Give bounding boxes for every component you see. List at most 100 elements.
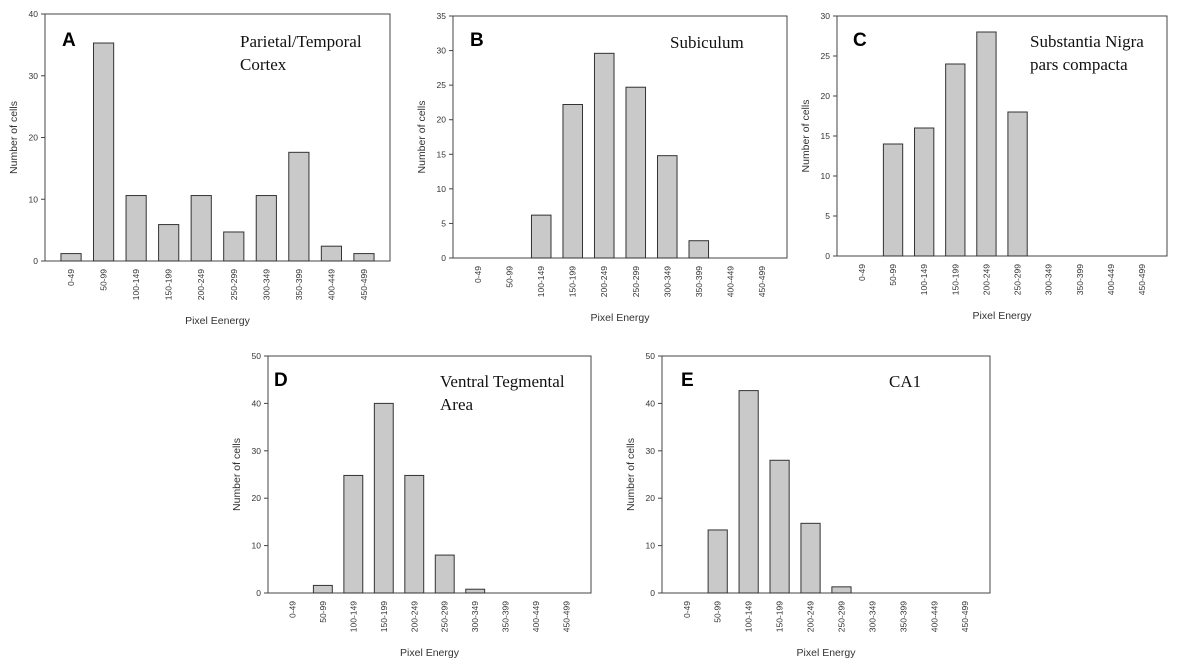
x-tick-label: 400-449 [1106, 264, 1116, 295]
bar-100-149 [125, 195, 147, 262]
x-tick-label: 150-199 [568, 266, 578, 297]
x-tick-label: 400-449 [725, 266, 735, 297]
bar-50-99 [312, 584, 333, 594]
y-tick-label: 0 [441, 253, 446, 263]
bar-50-99 [882, 143, 904, 257]
x-tick-label: 450-499 [757, 266, 767, 297]
x-axis-label: Pixel Energy [591, 312, 651, 324]
plot-frame [661, 355, 991, 594]
bar-450-499 [353, 253, 375, 262]
x-tick-label: 100-149 [348, 601, 358, 632]
region-title-line: Cortex [240, 55, 287, 74]
x-tick-label: 150-199 [950, 264, 960, 295]
x-tick-label: 350-399 [294, 269, 304, 300]
plot-frame [267, 355, 592, 594]
panel-letter: C [853, 30, 867, 51]
y-tick-label: 0 [650, 588, 655, 598]
y-tick-label: 30 [29, 71, 39, 81]
x-tick-label: 300-349 [261, 269, 271, 300]
bar-200-249 [593, 52, 615, 259]
panel-e: 0 10 20 30 40 50 0-49 50-99 100-149 150-199 200-24… [625, 351, 991, 659]
y-tick-label: 30 [437, 46, 447, 56]
x-tick-label: 250-299 [631, 266, 641, 297]
bar-150-199 [373, 402, 394, 594]
region-title-line: Parietal/Temporal [240, 32, 362, 51]
bar-300-349 [656, 155, 678, 259]
panel-b: 0 5 10 15 20 25 30 35 0-49 50-99 100-149 150-199 200… [416, 11, 788, 324]
bar-0-49 [60, 253, 82, 262]
x-axis-label: Pixel Energy [797, 647, 857, 659]
bar-250-299 [223, 231, 245, 262]
bar-50-99 [707, 529, 728, 594]
x-tick-label: 100-149 [536, 266, 546, 297]
y-tick-label: 25 [821, 51, 831, 61]
bar-100-149 [738, 390, 759, 594]
bar-250-299 [625, 86, 647, 259]
plot-frame [452, 15, 788, 259]
y-tick-label: 40 [646, 398, 656, 408]
bar-150-199 [562, 104, 584, 259]
x-tick-label: 250-299 [1013, 264, 1023, 295]
y-tick-label: 5 [825, 211, 830, 221]
x-tick-label: 100-149 [919, 264, 929, 295]
region-title-line: Substantia Nigra [1030, 32, 1144, 51]
bar-300-349 [255, 195, 277, 262]
y-tick-label: 20 [646, 493, 656, 503]
x-tick-label: 450-499 [960, 601, 970, 632]
x-tick-label: 350-399 [1075, 264, 1085, 295]
y-tick-label: 20 [437, 115, 447, 125]
x-tick-label: 350-399 [898, 601, 908, 632]
y-tick-label: 20 [252, 493, 262, 503]
x-tick-label: 200-249 [409, 601, 419, 632]
region-title-line: Area [440, 395, 473, 414]
x-axis-label: Pixel Energy [973, 310, 1033, 322]
x-tick-label: 400-449 [929, 601, 939, 632]
y-tick-label: 0 [256, 588, 261, 598]
bar-350-399 [288, 151, 310, 262]
panel-letter: A [62, 30, 76, 51]
y-tick-label: 50 [646, 351, 656, 361]
y-tick-label: 35 [437, 11, 447, 21]
x-tick-label: 450-499 [359, 269, 369, 300]
y-tick-label: 30 [646, 446, 656, 456]
x-tick-label: 0-49 [682, 601, 692, 618]
x-tick-label: 200-249 [981, 264, 991, 295]
x-tick-label: 100-149 [131, 269, 141, 300]
bar-200-249 [404, 474, 425, 594]
x-axis-label: Pixel Energy [400, 647, 460, 659]
bar-200-249 [976, 31, 997, 257]
y-tick-label: 10 [29, 194, 39, 204]
x-tick-label: 150-199 [775, 601, 785, 632]
region-title-line: Ventral Tegmental [440, 372, 565, 391]
y-tick-label: 30 [252, 446, 262, 456]
bar-150-199 [769, 459, 790, 594]
panel-letter: D [274, 370, 288, 391]
x-tick-label: 250-299 [836, 601, 846, 632]
region-title-line: CA1 [889, 372, 921, 391]
x-tick-label: 0-49 [473, 266, 483, 283]
y-axis-label: Number of cells [231, 438, 243, 511]
bar-250-299 [434, 554, 455, 594]
y-tick-label: 25 [437, 80, 447, 90]
bar-100-149 [530, 214, 552, 259]
y-tick-label: 20 [29, 133, 39, 143]
x-tick-label: 300-349 [867, 601, 877, 632]
panel-letter: B [470, 30, 484, 51]
panel-c: 0 5 10 15 20 25 30 0-49 50-99 100-149 150-199 200-2… [800, 11, 1168, 322]
bar-100-149 [343, 474, 364, 594]
x-tick-label: 0-49 [66, 269, 76, 286]
x-tick-label: 50-99 [505, 266, 515, 288]
bar-350-399 [688, 240, 710, 259]
x-tick-label: 200-249 [599, 266, 609, 297]
x-tick-label: 350-399 [694, 266, 704, 297]
y-tick-label: 0 [33, 256, 38, 266]
panel-a: 0 10 20 30 40 0-49 50-99 100-149 150-199 200-249 2… [8, 9, 391, 327]
y-axis-label: Number of cells [625, 438, 637, 511]
bar-150-199 [158, 224, 180, 262]
x-tick-label: 400-449 [531, 601, 541, 632]
bar-150-199 [945, 63, 966, 257]
y-tick-label: 5 [441, 218, 446, 228]
panel-d: 0 10 20 30 40 50 0-49 50-99 100-149 150-199 200-24… [231, 351, 592, 659]
x-tick-label: 0-49 [857, 264, 867, 281]
